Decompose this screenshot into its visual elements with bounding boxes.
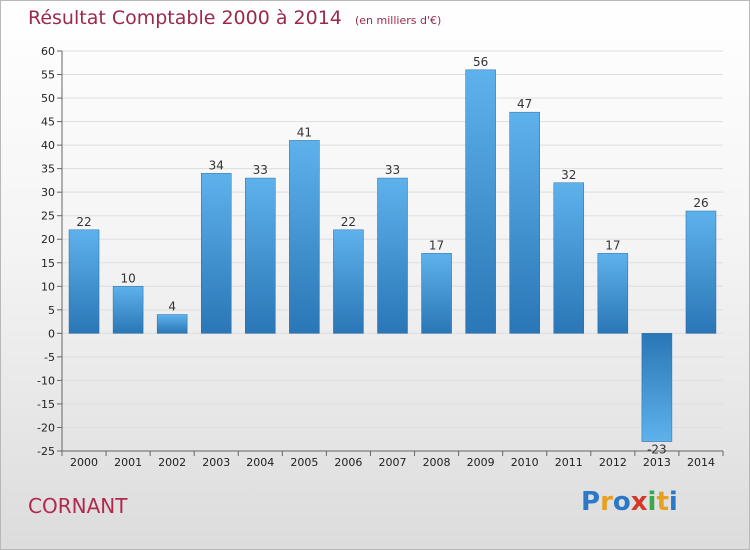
x-tick-label: 2007: [379, 456, 407, 469]
bar: [289, 140, 320, 334]
bar: [465, 69, 496, 334]
y-tick-label: 25: [41, 210, 55, 223]
data-label: -23: [647, 443, 667, 457]
data-label: 22: [76, 215, 91, 229]
bar: [68, 229, 100, 334]
y-tick-label: 60: [41, 45, 55, 58]
chart-subtitle: (en milliers d'€): [354, 14, 442, 27]
x-axis: 2000 2001 2002 2003 2004 2005 2006 2007 2008 2009…: [61, 450, 724, 469]
x-tick-label: 2012: [599, 456, 627, 469]
data-label: 47: [517, 97, 532, 111]
data-label: 26: [693, 196, 708, 210]
y-tick-label: 0: [48, 327, 55, 340]
bar: [641, 333, 673, 442]
data-label: 56: [473, 55, 488, 69]
y-tick-label: 35: [41, 163, 55, 176]
y-tick-label: -25: [37, 445, 55, 458]
bar: [685, 210, 717, 334]
x-tick-label: 2011: [555, 456, 583, 469]
x-tick-label: 2014: [687, 456, 715, 469]
commune-name: CORNANT: [28, 494, 128, 518]
proxiti-logo: Proxiti: [581, 487, 678, 517]
x-tick-label: 2009: [467, 456, 495, 469]
bar: [597, 253, 629, 334]
y-tick-label: 40: [41, 139, 55, 152]
x-tick-label: 2002: [158, 456, 186, 469]
data-label: 10: [120, 271, 135, 285]
bar: [509, 111, 540, 334]
logo-letter: o: [612, 487, 631, 517]
y-tick-label: 5: [48, 304, 55, 317]
y-tick-label: 55: [41, 69, 55, 82]
y-tick-label: -20: [37, 421, 55, 434]
bar: [553, 182, 585, 334]
data-label: 4: [168, 300, 176, 314]
y-tick-label: -10: [37, 374, 55, 387]
bar: [333, 229, 364, 334]
y-tick-label: 15: [41, 257, 55, 270]
x-tick-label: 2005: [290, 456, 318, 469]
data-label: 34: [209, 158, 224, 172]
x-tick-label: 2004: [246, 456, 274, 469]
data-label: 17: [605, 238, 620, 252]
bar: [245, 177, 276, 334]
x-tick-label: 2013: [643, 456, 671, 469]
logo-letter: i: [647, 487, 657, 517]
chart-title: Résultat Comptable 2000 à 2014: [28, 7, 342, 29]
y-tick-label: 45: [41, 116, 55, 129]
bar: [377, 177, 408, 334]
x-tick-label: 2008: [423, 456, 451, 469]
y-tick-label: 30: [41, 186, 55, 199]
data-label: 41: [297, 125, 312, 139]
logo-letter: t: [656, 487, 669, 517]
data-labels: 22 10 4 34 33 41 22 33 17 56 47 32 17 -23 26: [76, 55, 708, 457]
x-tick-label: 2006: [334, 456, 362, 469]
y-tick-label: 10: [41, 280, 55, 293]
title-row: Résultat Comptable 2000 à 2014 (en milli…: [28, 7, 441, 29]
data-label: 33: [253, 163, 268, 177]
data-label: 32: [561, 168, 576, 182]
y-tick-label: 50: [41, 92, 55, 105]
logo-letter: P: [581, 487, 601, 517]
bar: [156, 314, 188, 334]
x-tick-label: 2010: [511, 456, 539, 469]
bars: [68, 69, 717, 442]
x-tick-label: 2003: [202, 456, 230, 469]
bar: [200, 173, 232, 334]
logo-letter: x: [630, 487, 648, 517]
data-label: 17: [429, 238, 444, 252]
data-label: 33: [385, 163, 400, 177]
x-tick-label: 2001: [114, 456, 142, 469]
logo-letter: r: [600, 487, 613, 517]
y-tick-label: 20: [41, 233, 55, 246]
x-tick-label: 2000: [70, 456, 98, 469]
bar: [421, 253, 452, 334]
data-label: 22: [341, 215, 356, 229]
y-tick-label: -5: [44, 351, 55, 364]
logo-letter: i: [668, 487, 678, 517]
y-tick-label: -15: [37, 398, 55, 411]
bar: [112, 286, 144, 334]
